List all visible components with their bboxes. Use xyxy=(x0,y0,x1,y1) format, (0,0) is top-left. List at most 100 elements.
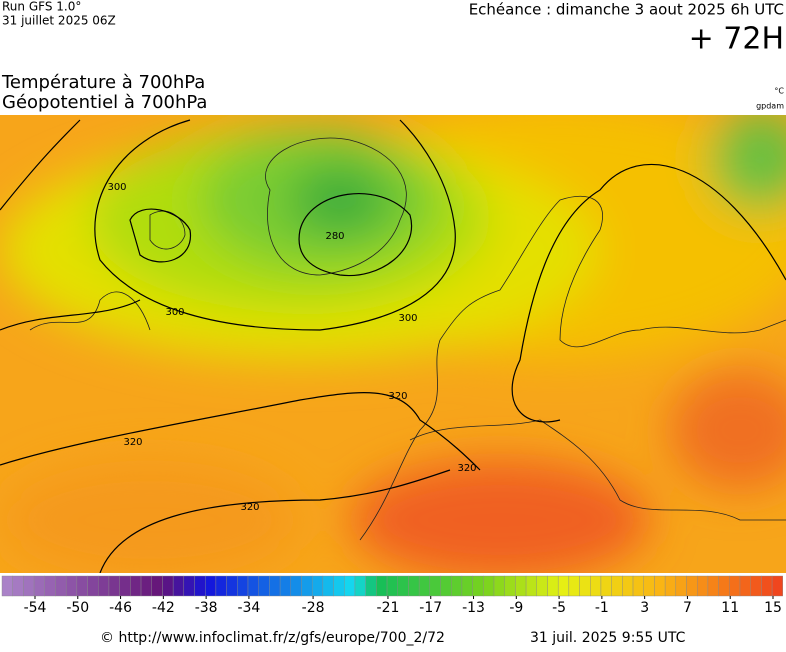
contour-label: 300 xyxy=(165,307,184,318)
colorbar-cell xyxy=(632,575,644,597)
colorbar-cell xyxy=(269,575,281,597)
colorbar-cell xyxy=(65,575,78,597)
colorbar-cell xyxy=(55,575,67,597)
colorbar-cell xyxy=(130,575,142,597)
colorbar-cell xyxy=(697,575,709,597)
colorbar-tick-label: -46 xyxy=(109,600,132,616)
colorbar-cell xyxy=(205,575,217,597)
colorbar-tick-label: -5 xyxy=(552,600,566,616)
colorbar-cell xyxy=(718,575,730,597)
colorbar-cell xyxy=(397,575,409,597)
colorbar-cell xyxy=(483,575,495,597)
colorbar-cell xyxy=(771,575,783,597)
colorbar-tick-label: -34 xyxy=(237,600,260,616)
colorbar-cell xyxy=(194,575,206,597)
colorbar-cell xyxy=(301,575,313,597)
colorbar-cell xyxy=(365,575,377,597)
colorbar-cell xyxy=(76,575,88,597)
colorbar-cell xyxy=(461,575,473,597)
colorbar-tick-label: -38 xyxy=(195,600,218,616)
colorbar-cell xyxy=(664,575,677,597)
colorbar-cell xyxy=(707,575,719,597)
colorbar-cell xyxy=(290,575,302,597)
colorbar-cell xyxy=(429,575,441,597)
unit-temperature: °C xyxy=(774,87,784,96)
colorbar-cell xyxy=(226,575,238,597)
colorbar-cell xyxy=(729,575,741,597)
colorbar-tick-label: -50 xyxy=(66,600,89,616)
colorbar-tick-label: -1 xyxy=(595,600,609,616)
colorbar-cell xyxy=(162,575,174,597)
colorbar-cell xyxy=(98,575,110,597)
colorbar-cell xyxy=(87,575,99,597)
title-temperature: Température à 700hPa xyxy=(1,72,205,93)
unit-geopotential: gpdam xyxy=(756,102,784,111)
colorbar-cell xyxy=(525,575,537,597)
contour-label: 280 xyxy=(325,231,344,242)
colorbar-tick-label: -17 xyxy=(419,600,442,616)
temperature-field xyxy=(0,115,786,573)
valid-time: Echéance : dimanche 3 aout 2025 6h UTC xyxy=(469,1,784,19)
colorbar-cell xyxy=(386,575,398,597)
colorbar-cell xyxy=(215,575,227,597)
contour-label: 320 xyxy=(123,437,142,448)
contour-labels: 300 280 300 300 320 320 320 320 xyxy=(107,182,476,513)
colorbar-cell xyxy=(493,575,505,597)
colorbar-cell xyxy=(440,575,452,597)
colorbar-cell xyxy=(354,575,366,597)
colorbar-cell xyxy=(654,575,666,597)
colorbar-cell xyxy=(643,575,655,597)
colorbar-cell xyxy=(686,575,698,597)
colorbar-cell xyxy=(33,575,45,597)
colorbar-tick-label: -54 xyxy=(24,600,47,616)
contour-label: 320 xyxy=(388,391,407,402)
colorbar-cell xyxy=(322,575,334,597)
colorbar-cell xyxy=(376,575,388,597)
colorbar-cell xyxy=(472,575,484,597)
colorbar-cell xyxy=(418,575,431,597)
colorbar-cell xyxy=(44,575,56,597)
colorbar-cell xyxy=(504,575,516,597)
run-label: Run GFS 1.0° xyxy=(2,0,81,14)
geopotential-contours xyxy=(0,119,786,573)
colorbar-tick-label: 15 xyxy=(764,600,782,616)
colorbar-cell xyxy=(183,575,195,597)
colorbar-cell xyxy=(579,575,591,597)
colorbar-tick-label: -9 xyxy=(509,600,523,616)
colorbar-cell xyxy=(237,575,249,597)
colorbar-tick-label: 11 xyxy=(721,600,739,616)
colorbar-cell xyxy=(23,575,35,597)
colorbar-cell xyxy=(568,575,580,597)
run-date: 31 juillet 2025 06Z xyxy=(2,14,116,28)
colorbar-cell xyxy=(600,575,612,597)
colorbar-tick-label: 3 xyxy=(640,600,649,616)
colorbar-tick-label: -28 xyxy=(302,600,325,616)
coastlines xyxy=(29,137,786,541)
colorbar-cell xyxy=(761,575,773,597)
colorbar-cell xyxy=(108,575,120,597)
colorbar-cell xyxy=(279,575,291,597)
lead-time: + 72H xyxy=(689,22,784,57)
colorbar-cell xyxy=(622,575,634,597)
colorbar-cell xyxy=(536,575,548,597)
contour-label: 300 xyxy=(107,182,126,193)
colorbar-cell xyxy=(515,575,527,597)
contour-label: 300 xyxy=(398,313,417,324)
colorbar-cell xyxy=(557,575,570,597)
colorbar-cell xyxy=(119,575,131,597)
colorbar: -54 -50 -46 -42 -38 -34 -28 -21 -17 -13 -9 -5 -1 3 7 11… xyxy=(1,575,783,616)
colorbar-cell xyxy=(172,575,185,597)
colorbar-cell xyxy=(547,575,559,597)
contour-label: 320 xyxy=(240,502,259,513)
title-geopotential: Géopotentiel à 700hPa xyxy=(2,92,207,113)
colorbar-cell xyxy=(675,575,687,597)
colorbar-cell xyxy=(611,575,623,597)
colorbar-cell xyxy=(590,575,602,597)
colorbar-cell xyxy=(140,575,152,597)
colorbar-cell xyxy=(12,575,24,597)
colorbar-cell xyxy=(258,575,270,597)
colorbar-cell xyxy=(750,575,762,597)
colorbar-cell xyxy=(247,575,259,597)
colorbar-cell xyxy=(333,575,345,597)
